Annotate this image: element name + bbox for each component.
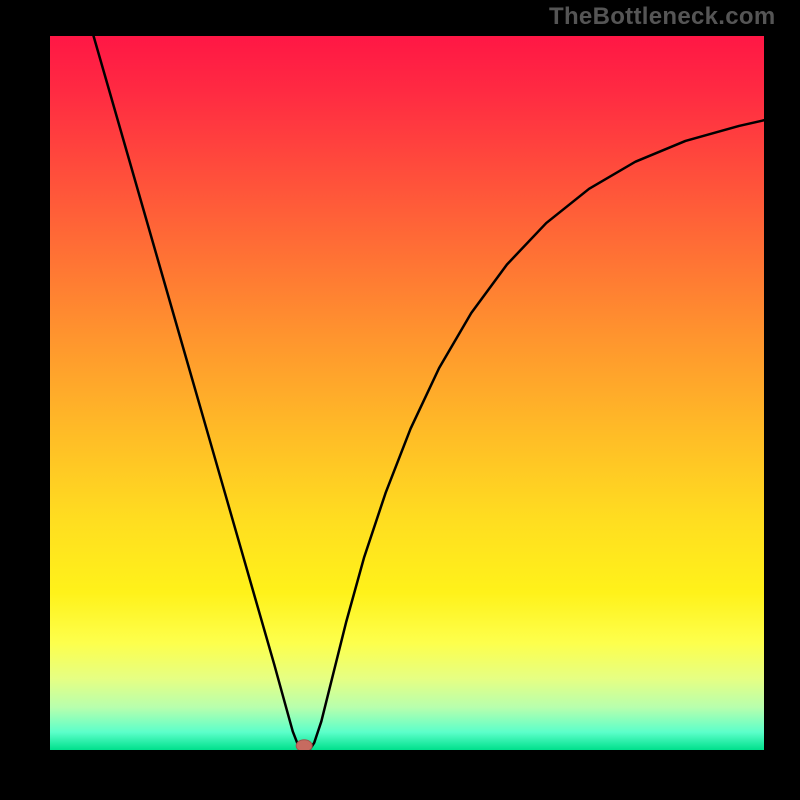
bottleneck-chart (50, 36, 764, 750)
chart-background (50, 36, 764, 750)
optimum-marker (296, 740, 312, 750)
watermark-label: TheBottleneck.com (549, 3, 775, 31)
